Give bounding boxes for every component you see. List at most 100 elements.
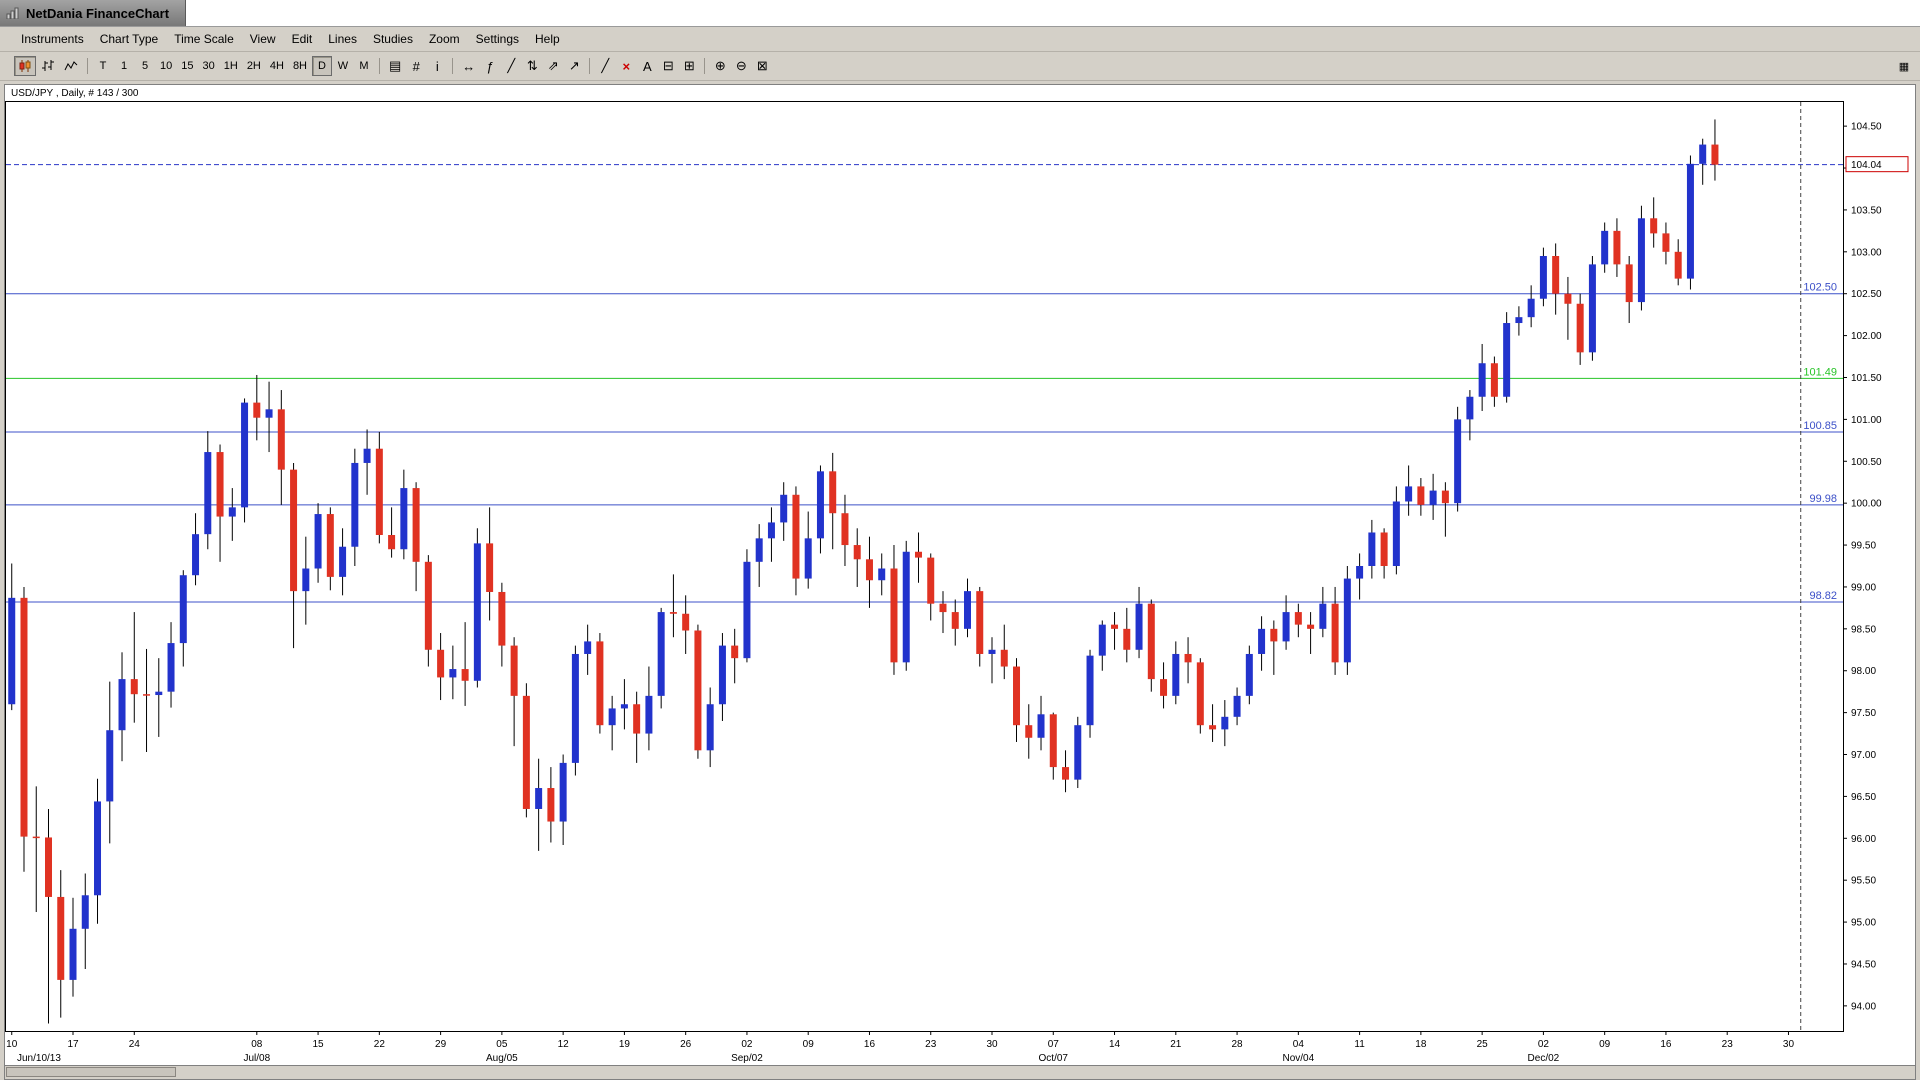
- candle-body: [241, 403, 248, 508]
- candle-body: [1295, 612, 1302, 625]
- x-axis-label: 21: [1170, 1039, 1182, 1050]
- timeframe-1h-button[interactable]: 1H: [220, 56, 242, 76]
- plot-area[interactable]: [6, 102, 1844, 1032]
- candlestick-chart-button[interactable]: [14, 56, 36, 76]
- candle-body: [1699, 145, 1706, 164]
- candle-body: [1601, 231, 1608, 265]
- timeframe-1-button[interactable]: 1: [114, 56, 134, 76]
- candle-body: [94, 801, 101, 895]
- menu-instruments[interactable]: Instruments: [14, 29, 91, 49]
- candle-body: [1087, 656, 1094, 726]
- x-axis-label: 12: [558, 1039, 570, 1050]
- menu-help[interactable]: Help: [528, 29, 567, 49]
- candle-body: [890, 569, 897, 663]
- x-axis-label: 19: [619, 1039, 631, 1050]
- free-draw-icon[interactable]: ╱: [595, 56, 615, 76]
- info-icon[interactable]: i: [427, 56, 447, 76]
- current-price-label: 104.04: [1851, 160, 1882, 171]
- timeframe-30-button[interactable]: 30: [199, 56, 219, 76]
- text-label-icon[interactable]: A: [637, 56, 657, 76]
- x-axis-label: 05: [496, 1039, 508, 1050]
- trend-line-icon[interactable]: ╱: [501, 56, 521, 76]
- x-axis-label: 17: [67, 1039, 79, 1050]
- print-icon[interactable]: ⊟: [658, 56, 678, 76]
- candle-body: [658, 612, 665, 696]
- zoom-in-icon[interactable]: ⊕: [710, 56, 730, 76]
- delete-drawings-icon[interactable]: ×: [616, 56, 636, 76]
- candle-body: [1074, 725, 1081, 779]
- y-axis-label: 94.50: [1851, 959, 1876, 970]
- horizontal-scrollbar[interactable]: [5, 1065, 1915, 1079]
- line-chart-button[interactable]: [60, 56, 82, 76]
- candle-body: [1319, 604, 1326, 629]
- menu-view[interactable]: View: [243, 29, 283, 49]
- candle-body: [670, 612, 677, 614]
- instrument-label: USD/JPY , Daily, # 143 / 300: [5, 85, 1915, 101]
- menu-settings[interactable]: Settings: [469, 29, 526, 49]
- scroll-chart-icon[interactable]: ↔: [458, 56, 479, 76]
- candle-body: [1381, 532, 1388, 566]
- candle-body: [388, 535, 395, 549]
- pane-layout-icon[interactable]: ▤: [385, 56, 405, 76]
- menu-lines[interactable]: Lines: [321, 29, 364, 49]
- timeframe-w-button[interactable]: W: [333, 56, 353, 76]
- candle-body: [1626, 264, 1633, 302]
- x-axis-label: 23: [925, 1039, 937, 1050]
- indicator-icon[interactable]: ƒ: [480, 56, 500, 76]
- ray-line-icon[interactable]: ⇗: [543, 56, 563, 76]
- timeframe-m-button[interactable]: M: [354, 56, 374, 76]
- menu-studies[interactable]: Studies: [366, 29, 420, 49]
- timeframe-t-button[interactable]: T: [93, 56, 113, 76]
- print-preview-icon[interactable]: ⊞: [679, 56, 699, 76]
- ohlc-bars-chart-button[interactable]: [37, 56, 59, 76]
- candle-body: [547, 788, 554, 822]
- x-axis-label: 16: [864, 1039, 876, 1050]
- timeframe-2h-button[interactable]: 2H: [243, 56, 265, 76]
- candle-body: [1466, 397, 1473, 420]
- y-axis-label: 103.50: [1851, 205, 1882, 216]
- candle-body: [1356, 566, 1363, 579]
- candle-body: [1638, 218, 1645, 302]
- candle-body: [523, 696, 530, 809]
- grid-toggle-icon[interactable]: #: [406, 56, 426, 76]
- zoom-reset-icon[interactable]: ⊠: [752, 56, 772, 76]
- vertical-line-icon[interactable]: ⇅: [522, 56, 542, 76]
- x-axis-label: 04: [1293, 1039, 1305, 1050]
- menu-time-scale[interactable]: Time Scale: [167, 29, 241, 49]
- x-axis-month-label: Nov/04: [1282, 1053, 1314, 1064]
- arrow-marker-icon[interactable]: ↗: [564, 56, 584, 76]
- toolbar-separator: [704, 58, 705, 74]
- menu-zoom[interactable]: Zoom: [422, 29, 467, 49]
- x-axis-label: 30: [986, 1039, 998, 1050]
- candle-body: [1491, 363, 1498, 397]
- candle-body: [1221, 717, 1228, 730]
- detach-window-icon[interactable]: ▦: [1894, 56, 1914, 76]
- menu-edit[interactable]: Edit: [285, 29, 320, 49]
- candle-body: [376, 449, 383, 535]
- scrollbar-thumb[interactable]: [6, 1067, 176, 1077]
- candle-body: [1344, 579, 1351, 663]
- zoom-out-icon[interactable]: ⊖: [731, 56, 751, 76]
- candle-body: [1515, 317, 1522, 323]
- title-bar[interactable]: NetDania FinanceChart: [0, 0, 1920, 27]
- y-axis-label: 103.00: [1851, 247, 1882, 258]
- candle-body: [1013, 667, 1020, 726]
- timeframe-10-button[interactable]: 10: [156, 56, 176, 76]
- line-price-label: 98.82: [1809, 590, 1837, 602]
- candle-body: [1589, 264, 1596, 352]
- timeframe-15-button[interactable]: 15: [177, 56, 197, 76]
- y-axis-label: 96.00: [1851, 834, 1876, 845]
- timeframe-8h-button[interactable]: 8H: [289, 56, 311, 76]
- timeframe-5-button[interactable]: 5: [135, 56, 155, 76]
- line-price-label: 101.49: [1803, 366, 1837, 378]
- y-axis-label: 98.00: [1851, 666, 1876, 677]
- timeframe-d-button[interactable]: D: [312, 56, 332, 76]
- candle-body: [731, 646, 738, 659]
- timeframe-4h-button[interactable]: 4H: [266, 56, 288, 76]
- y-axis-label: 102.00: [1851, 331, 1882, 342]
- candlestick-chart[interactable]: 104.50104.00103.50103.00102.50102.00101.…: [5, 101, 1915, 1065]
- candle-body: [694, 631, 701, 751]
- y-axis-label: 101.00: [1851, 415, 1882, 426]
- menu-chart-type[interactable]: Chart Type: [93, 29, 165, 49]
- y-axis-label: 95.00: [1851, 918, 1876, 929]
